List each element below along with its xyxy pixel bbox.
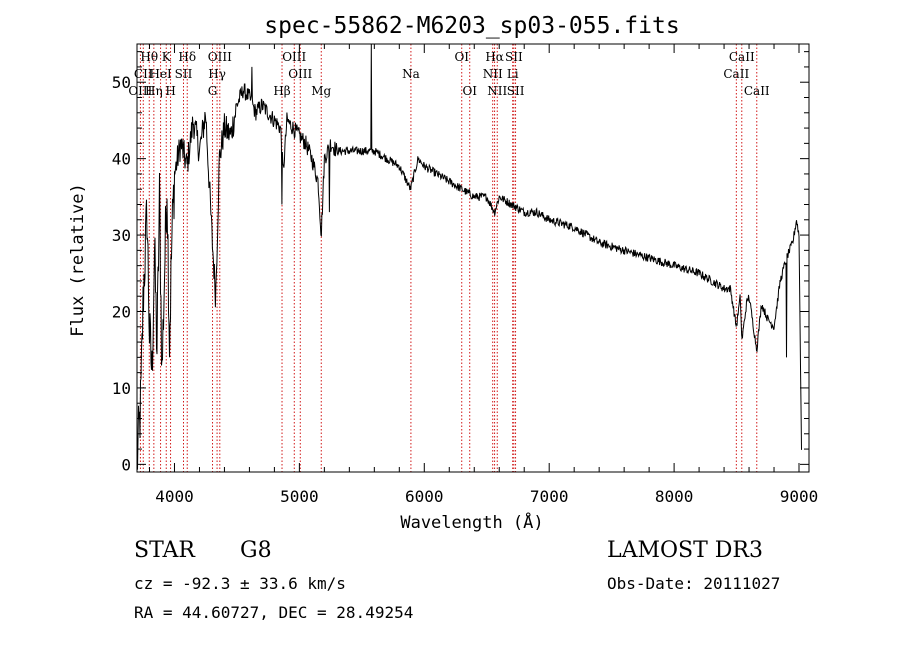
x-tick-label: 8000 — [655, 487, 694, 506]
emission-line-label: Na — [402, 67, 420, 81]
emission-line-label: K — [162, 50, 172, 64]
emission-line-label: SII — [507, 84, 525, 98]
x-axis: 4000 5000 6000 7000 8000 9000 — [148, 44, 819, 506]
emission-line-label: SII — [505, 50, 523, 64]
redshift-text: cz = -92.3 ± 33.6 km/s — [134, 574, 346, 593]
emission-line-label: OIII — [282, 50, 306, 64]
emission-line-label: NII — [487, 84, 507, 98]
emission-line-markers — [139, 44, 758, 472]
emission-line-label: OIII — [128, 84, 152, 98]
y-tick-label: 30 — [112, 226, 131, 245]
plot-frame — [136, 43, 810, 473]
emission-line-label: H — [165, 84, 175, 98]
emission-line-label: Li — [507, 67, 519, 81]
emission-line-label: Hβ — [273, 84, 290, 98]
emission-line-label: CaII — [723, 67, 749, 81]
emission-line-label: SII — [175, 67, 193, 81]
survey-name: LAMOST DR3 — [607, 538, 763, 563]
x-tick-label: 6000 — [405, 487, 444, 506]
emission-line-label: Hδ — [178, 50, 196, 64]
emission-line-label: CII — [134, 67, 153, 81]
emission-line-label: Hγ — [208, 67, 226, 81]
chart-title: spec-55862-M6203_sp03-055.fits — [264, 13, 679, 39]
emission-line-label: OIII — [208, 50, 232, 64]
emission-line-label: OI — [462, 84, 477, 98]
coordinates-text: RA = 44.60727, DEC = 28.49254 — [134, 603, 414, 622]
y-tick-label: 50 — [112, 73, 131, 92]
x-tick-label: 5000 — [280, 487, 319, 506]
emission-line-label: Mg — [311, 84, 331, 98]
y-tick-label: 20 — [112, 303, 131, 322]
object-class: STAR — [134, 538, 195, 563]
y-tick-label: 40 — [112, 150, 131, 169]
y-axis: 0 10 20 30 40 50 — [112, 51, 809, 474]
emission-line-label: Hα — [485, 50, 504, 64]
emission-line-label: CaII — [744, 84, 770, 98]
obs-date-text: Obs-Date: 20111027 — [607, 574, 781, 593]
spectrum-line — [136, 43, 802, 470]
emission-line-label: OIII — [288, 67, 312, 81]
x-tick-label: 4000 — [155, 487, 194, 506]
object-subclass: G8 — [240, 538, 272, 563]
emission-line-label: HeI — [149, 67, 172, 81]
y-axis-label: Flux (relative) — [68, 183, 88, 337]
emission-line-label: NII — [483, 67, 503, 81]
x-tick-label: 9000 — [780, 487, 819, 506]
y-tick-label: 10 — [112, 379, 131, 398]
emission-line-label: Hη — [145, 84, 163, 98]
emission-line-label: G — [208, 84, 218, 98]
emission-line-label: OI — [454, 50, 469, 64]
x-axis-label: Wavelength (Å) — [400, 511, 543, 533]
x-tick-label: 7000 — [530, 487, 569, 506]
y-tick-label: 0 — [121, 455, 131, 474]
emission-line-label: CaII — [729, 50, 755, 64]
emission-line-label: Hθ — [140, 50, 158, 64]
